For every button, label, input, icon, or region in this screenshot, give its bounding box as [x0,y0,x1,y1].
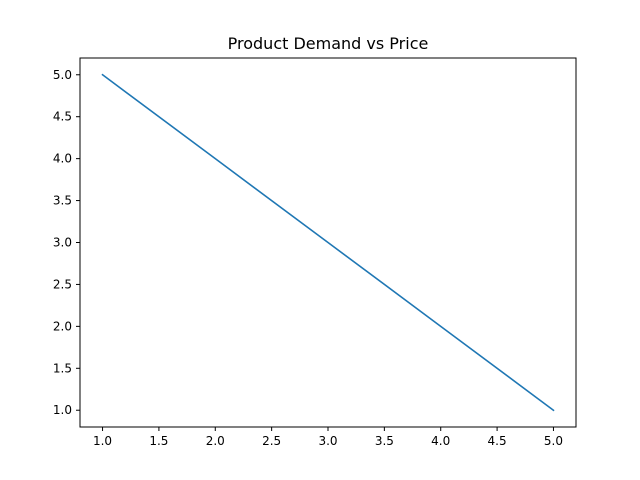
y-tick-label: 4.0 [53,152,72,166]
x-tick-label: 5.0 [544,434,563,448]
chart-title: Product Demand vs Price [228,34,429,53]
x-tick-label: 4.0 [431,434,450,448]
x-tick-label: 1.5 [149,434,168,448]
y-tick-label: 3.0 [53,236,72,250]
y-tick-label: 1.5 [53,361,72,375]
x-tick-label: 1.0 [93,434,112,448]
y-tick-label: 4.5 [53,110,72,124]
x-tick-label: 4.5 [488,434,507,448]
y-tick-label: 5.0 [53,68,72,82]
x-tick-label: 3.5 [375,434,394,448]
y-axis: 1.0 1.5 2.0 2.5 3.0 3.5 4.0 4.5 5.0 [53,68,80,417]
x-tick-label: 2.5 [262,434,281,448]
y-tick-label: 2.5 [53,277,72,291]
x-axis: 1.0 1.5 2.0 2.5 3.0 3.5 4.0 4.5 5.0 [93,427,563,448]
y-tick-label: 3.5 [53,194,72,208]
x-tick-label: 3.0 [318,434,337,448]
series-line-0 [101,73,555,412]
y-tick-label: 1.0 [53,403,72,417]
y-tick-label: 2.0 [53,319,72,333]
x-tick-label: 2.0 [206,434,225,448]
series-layer [101,73,555,412]
